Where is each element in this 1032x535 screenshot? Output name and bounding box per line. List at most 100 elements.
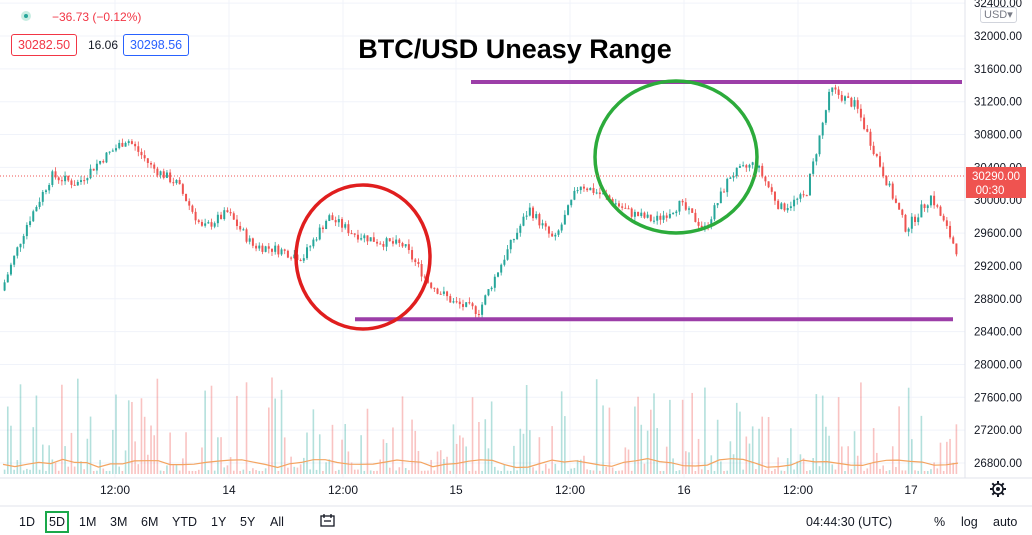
- volume-bar: [245, 382, 248, 474]
- candle-body: [688, 208, 691, 210]
- volume-bar: [777, 457, 779, 474]
- candles: [3, 84, 958, 319]
- volume-bar: [127, 400, 130, 474]
- volume-bar: [774, 468, 776, 474]
- volume-bar: [108, 470, 111, 474]
- candle-body: [742, 165, 745, 167]
- volume-bar: [299, 464, 302, 474]
- candle-body: [16, 247, 19, 256]
- candle-body: [360, 238, 363, 240]
- volume-bar: [548, 468, 550, 474]
- volume-bar: [608, 407, 611, 474]
- volume-bar: [739, 411, 741, 474]
- timeframe-ytd[interactable]: YTD: [172, 515, 197, 529]
- volume-bar: [315, 469, 318, 474]
- timeframe-all[interactable]: All: [270, 515, 284, 529]
- candle-body: [567, 205, 570, 215]
- candle-body: [229, 212, 232, 214]
- volume-bar: [178, 470, 181, 474]
- candle-body: [646, 214, 649, 218]
- candle-body: [137, 146, 140, 152]
- timeframe-1y[interactable]: 1Y: [211, 515, 227, 529]
- volume-bar: [287, 467, 289, 474]
- settings-gear-icon[interactable]: [990, 481, 1006, 497]
- volume-bar: [474, 470, 477, 474]
- percent-toggle[interactable]: %: [934, 515, 946, 529]
- volume-bar: [732, 454, 735, 474]
- candle-body: [751, 162, 754, 165]
- log-toggle[interactable]: log: [961, 515, 978, 529]
- candle-body: [194, 211, 197, 221]
- timeframe-5y[interactable]: 5Y: [240, 515, 256, 529]
- candle-body: [334, 220, 337, 223]
- volume-bar: [783, 470, 786, 474]
- candle-body: [404, 244, 407, 247]
- candle-body: [261, 245, 264, 252]
- volume-bar: [564, 416, 566, 474]
- timeframe-5d[interactable]: 5D: [45, 511, 69, 533]
- volume-bar: [691, 392, 693, 474]
- volume-bar: [124, 450, 127, 474]
- volume-bar: [672, 458, 674, 474]
- candle-body: [420, 264, 423, 277]
- volume-bar: [786, 458, 789, 474]
- candle-body: [191, 205, 194, 212]
- volume-bar: [169, 432, 171, 474]
- volume-bar: [586, 469, 588, 474]
- volume-bar: [322, 470, 324, 474]
- volume-bar: [443, 459, 445, 474]
- price-axis-labels: 32400.00 32000.00 31600.00 31200.00 30800.00…: [974, 0, 1022, 470]
- price-chart[interactable]: 32400.00 32000.00 31600.00 31200.00 30800.00…: [0, 0, 1032, 507]
- candle-body: [111, 150, 114, 152]
- candle-body: [341, 219, 344, 228]
- candle-body: [150, 162, 153, 165]
- candle-body: [522, 216, 525, 226]
- volume-bar: [331, 424, 334, 474]
- volume-bar: [395, 470, 397, 474]
- volume-bar: [280, 389, 283, 474]
- volume-bar: [115, 394, 117, 474]
- candle-body: [557, 230, 560, 235]
- candle-body: [738, 166, 741, 168]
- volume-bar: [780, 470, 783, 474]
- volume-bar: [735, 402, 738, 474]
- candle-body: [633, 211, 636, 217]
- candle-body: [907, 228, 910, 232]
- candle-body: [563, 214, 566, 225]
- grid-lines: [0, 0, 965, 478]
- volume-bar: [258, 470, 261, 474]
- timeframe-6m[interactable]: 6M: [141, 515, 159, 529]
- volume-bar: [525, 385, 528, 474]
- volume-bar: [41, 444, 44, 474]
- candle-body: [477, 314, 480, 316]
- compare-icon[interactable]: [320, 514, 336, 528]
- ask-price[interactable]: 30298.56: [123, 34, 190, 56]
- volume-bar: [516, 470, 518, 474]
- volume-bar: [478, 421, 480, 474]
- candle-body: [178, 180, 181, 185]
- auto-toggle[interactable]: auto: [993, 515, 1018, 529]
- volume-bar: [80, 461, 82, 474]
- volume-bar: [462, 437, 464, 474]
- candle-body: [54, 171, 57, 178]
- candle-body: [430, 282, 433, 288]
- candle-body: [576, 190, 579, 192]
- candle-body: [904, 214, 907, 232]
- volume-bar: [159, 470, 162, 474]
- candle-body: [929, 195, 932, 206]
- candle-body: [73, 184, 76, 186]
- bid-price[interactable]: 30282.50: [11, 34, 78, 56]
- timeframe-1m[interactable]: 1M: [79, 515, 97, 529]
- candle-body: [828, 91, 831, 111]
- volume-bar: [325, 462, 327, 474]
- utc-clock[interactable]: 04:44:30 (UTC): [806, 515, 893, 529]
- timeframe-1d[interactable]: 1D: [19, 515, 35, 529]
- currency-selector[interactable]: USD▾: [980, 7, 1017, 23]
- volume-bar: [815, 394, 818, 474]
- volume-bar: [933, 462, 935, 474]
- volume-bar: [863, 470, 865, 474]
- volume-bar: [662, 470, 665, 474]
- volume-bar: [579, 459, 582, 474]
- timeframe-3m[interactable]: 3M: [110, 515, 128, 529]
- volume-bar: [427, 470, 429, 474]
